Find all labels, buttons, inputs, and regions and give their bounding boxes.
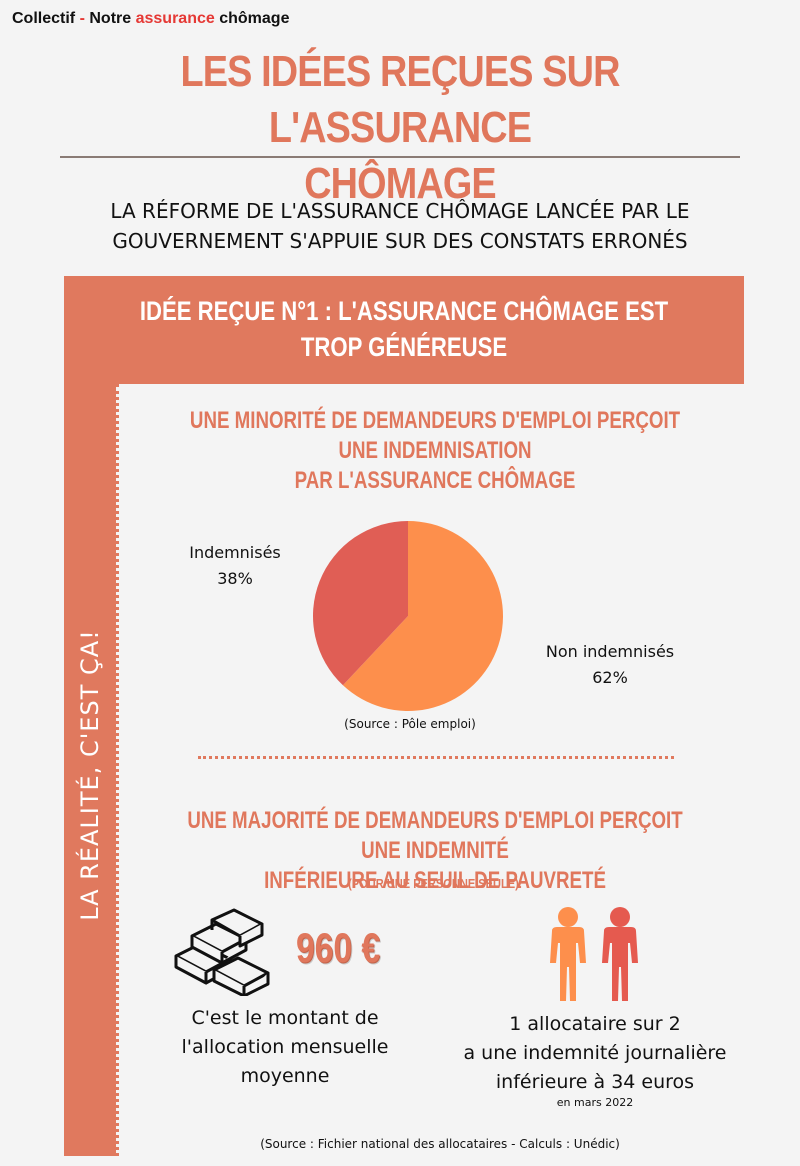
section2-source: (Source : Fichier national des allocatai… (260, 1137, 620, 1151)
pie-label-non-indemnises-name: Non indemnisés (545, 642, 675, 661)
page-title-line2: CHÔMAGE (304, 159, 496, 208)
subtitle-line1: LA RÉFORME DE L'ASSURANCE CHÔMAGE LANCÉE… (110, 199, 690, 223)
pie-label-indemnises-value: 38% (217, 569, 253, 588)
daily-allowance-line2: a une indemnité journalière (463, 1042, 727, 1064)
pie-chart (312, 520, 504, 712)
reality-dotted-border (116, 384, 119, 1156)
daily-allowance-line1: 1 allocataire sur 2 (509, 1013, 681, 1035)
two-people-icon (550, 907, 638, 1001)
myth-title-line2: TROP GÉNÉREUSE (300, 332, 508, 362)
average-allowance-line1: C'est le montant de (191, 1007, 379, 1029)
daily-allowance-text: 1 allocataire sur 2 a une indemnité jour… (430, 1010, 760, 1097)
brand-notre: Notre (89, 10, 132, 27)
person-left-icon (550, 907, 586, 1001)
section1-heading: UNE MINORITÉ DE DEMANDEURS D'EMPLOI PERÇ… (182, 406, 689, 496)
daily-allowance-line3: inférieure à 34 euros (495, 1071, 695, 1093)
daily-allowance-date: en mars 2022 (556, 1096, 634, 1109)
average-allowance-text: C'est le montant de l'allocation mensuel… (150, 1004, 420, 1091)
brand-chomage: chômage (219, 10, 290, 27)
reality-label: LA RÉALITÉ, C'EST ÇA! (76, 629, 104, 921)
person-right-icon (602, 907, 638, 1001)
myth-banner: IDÉE REÇUE N°1 : L'ASSURANCE CHÔMAGE EST… (64, 276, 744, 384)
section1-heading-line2: PAR L'ASSURANCE CHÔMAGE (294, 467, 576, 494)
pie-slice-indemnises (313, 521, 408, 686)
page-title-line1: LES IDÉES REÇUES SUR L'ASSURANCE (180, 47, 620, 152)
section-divider (198, 756, 674, 759)
myth-title-line1: IDÉE REÇUE N°1 : L'ASSURANCE CHÔMAGE EST (139, 296, 669, 326)
cash-stack-icon (174, 908, 270, 996)
average-allowance-line3: moyenne (240, 1065, 330, 1087)
section1-heading-line1: UNE MINORITÉ DE DEMANDEURS D'EMPLOI PERÇ… (189, 407, 681, 464)
myth-title: IDÉE REÇUE N°1 : L'ASSURANCE CHÔMAGE EST… (125, 293, 683, 365)
brand-collectif: Collectif (12, 10, 76, 27)
section2-note: (POUR UNE PERSONNE SEULE). (348, 876, 522, 891)
page-subtitle: LA RÉFORME DE L'ASSURANCE CHÔMAGE LANCÉE… (60, 196, 740, 256)
pie-label-indemnises: Indemnisés 38% (170, 540, 300, 592)
average-allowance-line2: l'allocation mensuelle (181, 1036, 389, 1058)
pie-label-non-indemnises: Non indemnisés 62% (520, 639, 700, 691)
reality-side-bar (64, 384, 116, 1156)
page-title: LES IDÉES REÇUES SUR L'ASSURANCE CHÔMAGE (108, 44, 693, 212)
section2-heading: UNE MAJORITÉ DE DEMANDEURS D'EMPLOI PERÇ… (182, 806, 689, 896)
pie-label-non-indemnises-value: 62% (592, 668, 628, 687)
brand-assurance: assurance (135, 10, 215, 27)
section2-heading-line1: UNE MAJORITÉ DE DEMANDEURS D'EMPLOI PERÇ… (187, 807, 683, 864)
pie-slice-non-indemnises (342, 521, 504, 711)
section2-heading-line2: INFÉRIEURE AU SEUIL DE PAUVRETÉ (264, 867, 606, 894)
pie-label-indemnises-name: Indemnisés (189, 543, 281, 562)
pie-chart-svg (313, 521, 504, 711)
pie-source: (Source : Pôle emploi) (344, 717, 476, 731)
brand-dash: - (79, 10, 85, 27)
average-allowance-amount: 960 € (296, 924, 381, 971)
brand-header: Collectif - Notre assurance chômage (12, 10, 289, 28)
subtitle-line2: GOUVERNEMENT S'APPUIE SUR DES CONSTATS E… (112, 229, 688, 253)
title-divider (60, 156, 740, 158)
